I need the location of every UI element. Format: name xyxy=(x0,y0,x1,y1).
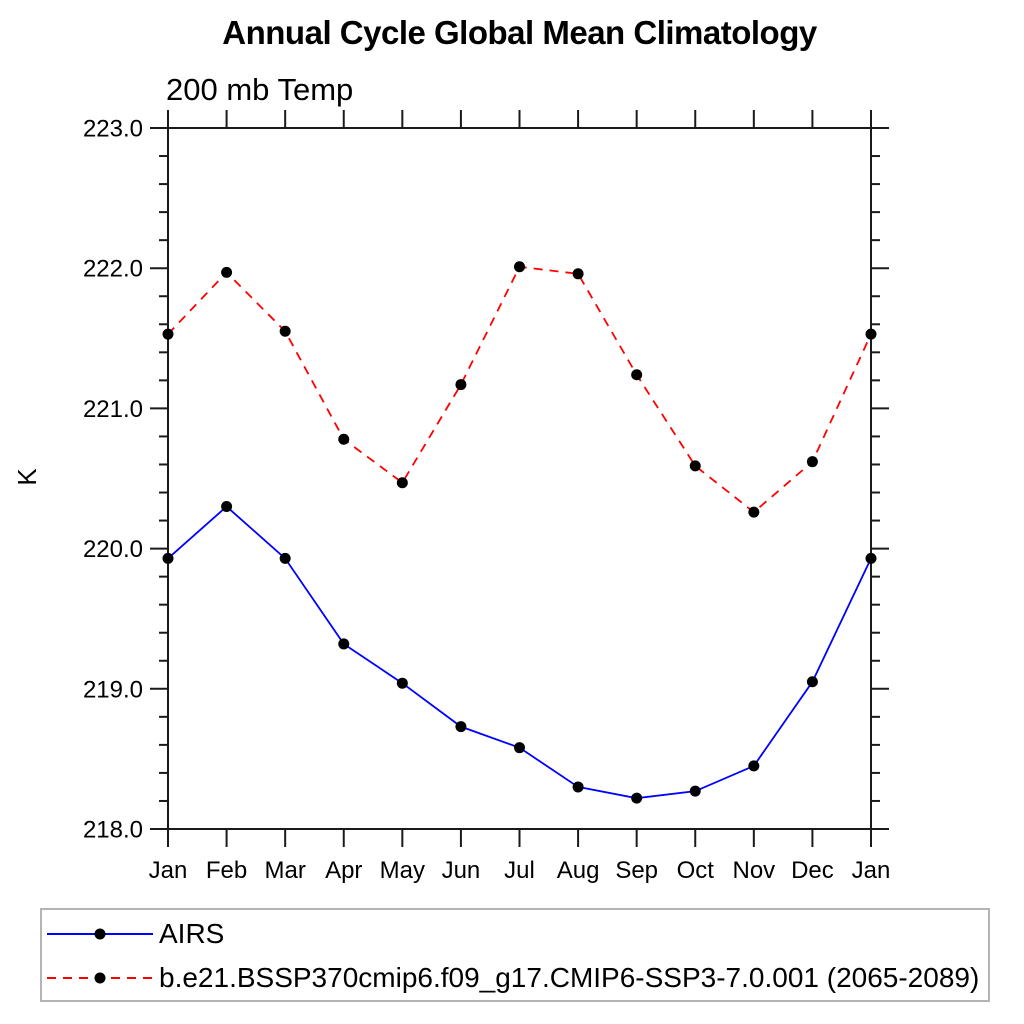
x-tick-label: Jan xyxy=(149,857,188,884)
data-point-marker xyxy=(455,379,467,391)
legend-label-model: b.e21.BSSP370cmip6.f09_g17.CMIP6-SSP3-7.… xyxy=(159,962,980,993)
data-point-marker xyxy=(631,792,643,804)
data-point-marker xyxy=(279,325,291,337)
legend-marker-icon xyxy=(94,928,106,940)
y-tick-label: 223.0 xyxy=(83,116,143,143)
x-tick-label: Jan xyxy=(852,857,891,884)
x-tick-label: Mar xyxy=(264,857,305,884)
legend-label-airs: AIRS xyxy=(159,918,225,949)
data-point-marker xyxy=(572,781,584,793)
data-point-marker xyxy=(221,501,233,513)
data-point-marker xyxy=(806,676,818,688)
data-point-marker xyxy=(572,268,584,280)
data-point-marker xyxy=(865,552,877,564)
y-tick-label: 220.0 xyxy=(83,536,143,563)
data-point-marker xyxy=(221,266,233,278)
data-point-marker xyxy=(748,760,760,772)
x-tick-label: Feb xyxy=(206,857,247,884)
data-point-marker xyxy=(514,742,525,754)
legend-line-sample-airs xyxy=(47,928,153,940)
x-tick-label: Jun xyxy=(442,857,481,884)
chart-subtitle: 200 mb Temp xyxy=(166,72,354,107)
y-tick-label: 221.0 xyxy=(83,396,143,423)
data-point-marker xyxy=(162,552,174,564)
x-tick-label: Aug xyxy=(557,857,600,884)
legend-marker-icon xyxy=(94,972,106,984)
y-tick-label: 218.0 xyxy=(83,817,143,844)
data-point-marker xyxy=(396,477,408,489)
data-point-marker xyxy=(689,785,701,797)
x-tick-label: Oct xyxy=(677,857,715,884)
y-axis-title: K xyxy=(12,468,42,486)
data-point-marker xyxy=(396,677,408,689)
x-tick-label: May xyxy=(380,857,425,884)
data-point-marker xyxy=(631,369,643,381)
series-line-0 xyxy=(167,505,872,800)
y-tick-label: 219.0 xyxy=(83,676,143,703)
chart-title: Annual Cycle Global Mean Climatology xyxy=(222,14,817,51)
x-tick-label: Dec xyxy=(791,857,834,884)
x-tick-label: Sep xyxy=(615,857,658,884)
x-tick-label: Jul xyxy=(504,857,535,884)
data-point-marker xyxy=(514,261,525,273)
data-point-marker xyxy=(338,638,350,650)
data-point-marker xyxy=(806,456,818,468)
series-line-1 xyxy=(167,265,872,514)
x-tick-label: Nov xyxy=(732,857,775,884)
data-point-marker xyxy=(279,552,291,564)
data-point-marker xyxy=(689,460,701,472)
legend: AIRS b.e21.BSSP370cmip6.f09_g17.CMIP6-SS… xyxy=(40,908,990,1002)
data-point-marker xyxy=(865,328,877,340)
data-point-marker xyxy=(338,433,350,445)
data-point-marker xyxy=(162,328,174,340)
data-point-marker xyxy=(748,506,760,518)
x-tick-label: Apr xyxy=(325,857,362,884)
legend-entry-airs: AIRS xyxy=(42,912,224,956)
legend-entry-model: b.e21.BSSP370cmip6.f09_g17.CMIP6-SSP3-7.… xyxy=(42,956,979,1000)
data-point-marker xyxy=(455,721,467,733)
legend-line-sample-model xyxy=(47,972,153,984)
y-tick-label: 222.0 xyxy=(83,256,143,283)
